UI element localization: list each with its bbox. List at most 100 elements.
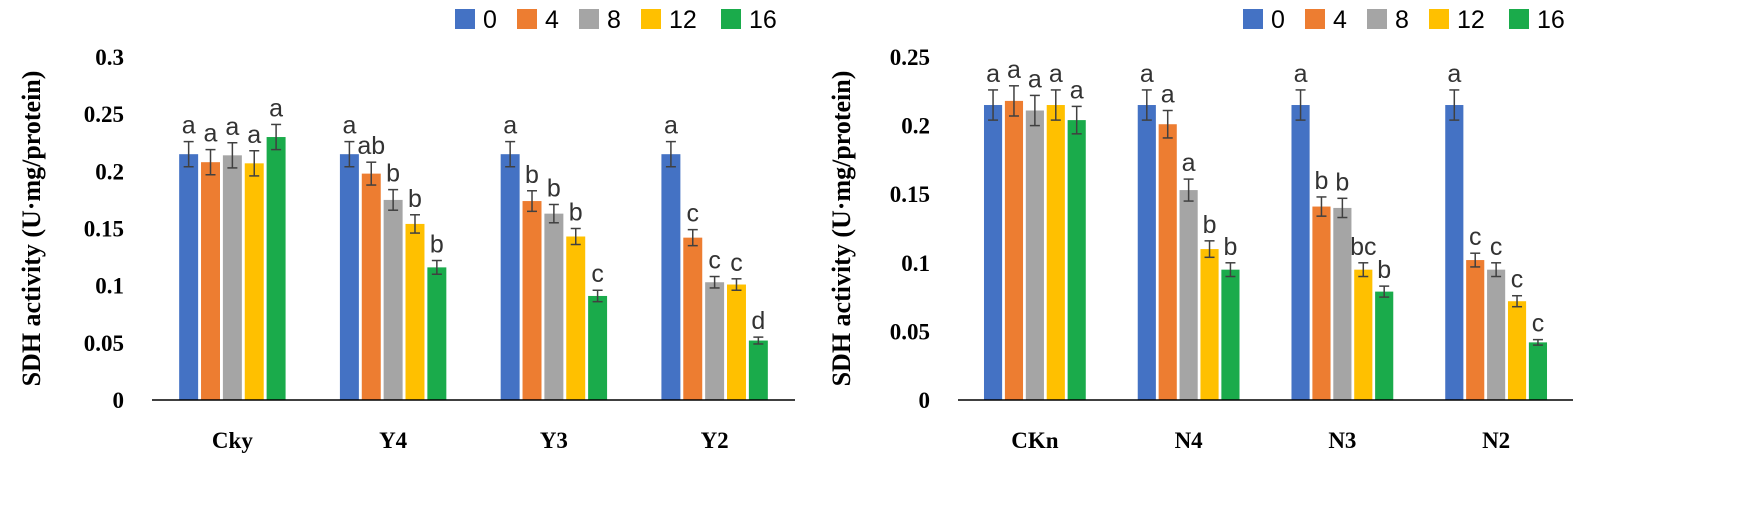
bar	[1158, 124, 1177, 400]
legend-label: 4	[1333, 6, 1347, 34]
bar	[727, 284, 746, 400]
legend-label: 16	[1537, 6, 1565, 34]
legend-label: 16	[749, 6, 777, 34]
bar	[201, 162, 220, 400]
category-label: N3	[1328, 428, 1356, 453]
y-tick-label: 0.25	[84, 102, 124, 127]
bar	[1200, 249, 1219, 400]
bar	[983, 105, 1003, 401]
y-tick-label: 0	[919, 388, 931, 413]
y-tick-label: 0.3	[95, 45, 124, 70]
legend-label: 8	[607, 6, 621, 34]
significance-label: c	[1511, 266, 1524, 294]
significance-label: a	[1028, 65, 1042, 93]
category-label: CKn	[1011, 428, 1059, 453]
significance-label: a	[1070, 76, 1084, 104]
significance-label: d	[751, 307, 765, 335]
y-tick-label: 0.1	[901, 251, 930, 276]
significance-label: b	[1223, 233, 1237, 261]
legend-swatch	[1509, 9, 1529, 29]
bar	[1067, 120, 1086, 400]
legend-swatch	[579, 9, 599, 29]
significance-label: a	[342, 112, 356, 140]
bar	[244, 163, 264, 400]
significance-label: b	[1203, 211, 1217, 239]
category-label: Y4	[379, 428, 408, 453]
significance-label: b	[1315, 167, 1329, 195]
significance-label: c	[1532, 310, 1545, 338]
significance-label: b	[408, 185, 422, 213]
significance-label: c	[708, 247, 721, 275]
significance-label: c	[1469, 223, 1482, 251]
bar	[1466, 260, 1485, 400]
y-tick-label: 0.1	[95, 274, 124, 299]
y-tick-label: 0.2	[95, 159, 124, 184]
bar	[1004, 100, 1024, 401]
significance-label: a	[182, 112, 196, 140]
bar	[748, 340, 768, 400]
chart-left: 0 0.05 0.1 0.15 0.2 0.25 0.3 SDH activity (U·mg…	[17, 6, 795, 453]
significance-label: b	[547, 174, 561, 202]
significance-label: c	[591, 260, 604, 288]
significance-label: bc	[1350, 233, 1376, 261]
category-label: N4	[1175, 428, 1204, 453]
bar	[1137, 105, 1156, 401]
category-label: Cky	[212, 428, 253, 453]
significance-label: b	[569, 199, 583, 227]
category-label: Y2	[701, 428, 729, 453]
bar	[566, 236, 586, 400]
y-tick-label: 0.15	[890, 182, 930, 207]
bar	[544, 213, 564, 400]
bar	[222, 155, 242, 400]
significance-label: a	[986, 60, 1000, 88]
bar	[383, 199, 403, 400]
significance-label: a	[1049, 60, 1063, 88]
legend-swatch	[517, 9, 537, 29]
significance-label: a	[1182, 149, 1196, 177]
legend-label: 8	[1395, 6, 1409, 34]
significance-label: a	[1294, 60, 1308, 88]
bar	[683, 237, 703, 400]
significance-label: a	[1007, 56, 1021, 84]
y-axis-title: SDH activity (U·mg/protein)	[17, 71, 46, 387]
bar	[1333, 207, 1352, 400]
significance-label: b	[430, 231, 444, 259]
significance-label: a	[503, 112, 517, 140]
bar	[661, 154, 681, 400]
bar	[1025, 110, 1044, 401]
y-tick-label: 0.25	[890, 45, 930, 70]
significance-label: a	[1447, 60, 1461, 88]
category-label: N2	[1482, 428, 1510, 453]
significance-label: a	[204, 120, 218, 148]
significance-label: a	[1161, 81, 1175, 109]
legend-label: 0	[1271, 6, 1285, 34]
significance-label: ab	[357, 132, 385, 160]
significance-label: a	[269, 94, 283, 122]
legend-label: 12	[669, 6, 697, 34]
legend-swatch	[1367, 9, 1387, 29]
significance-label: a	[225, 113, 239, 141]
bar	[405, 223, 425, 400]
significance-label: a	[247, 121, 261, 149]
legend-swatch	[455, 9, 475, 29]
significance-label: b	[386, 160, 400, 188]
bar	[1507, 301, 1527, 400]
y-tick-label: 0.05	[84, 331, 124, 356]
bar	[266, 137, 286, 401]
significance-label: b	[525, 161, 539, 189]
significance-label: c	[730, 249, 743, 277]
y-axis-title: SDH activity (U·mg/protein)	[827, 71, 856, 387]
bar	[705, 282, 725, 400]
bar	[339, 154, 359, 400]
bar	[1046, 105, 1065, 401]
bar	[1179, 190, 1198, 400]
bar	[522, 201, 542, 400]
bar	[1487, 269, 1506, 400]
legend-swatch	[641, 9, 661, 29]
significance-label: c	[1490, 233, 1503, 261]
bar	[1291, 105, 1310, 401]
bar	[1445, 105, 1464, 401]
legend-swatch	[1243, 9, 1263, 29]
bar	[500, 154, 520, 400]
